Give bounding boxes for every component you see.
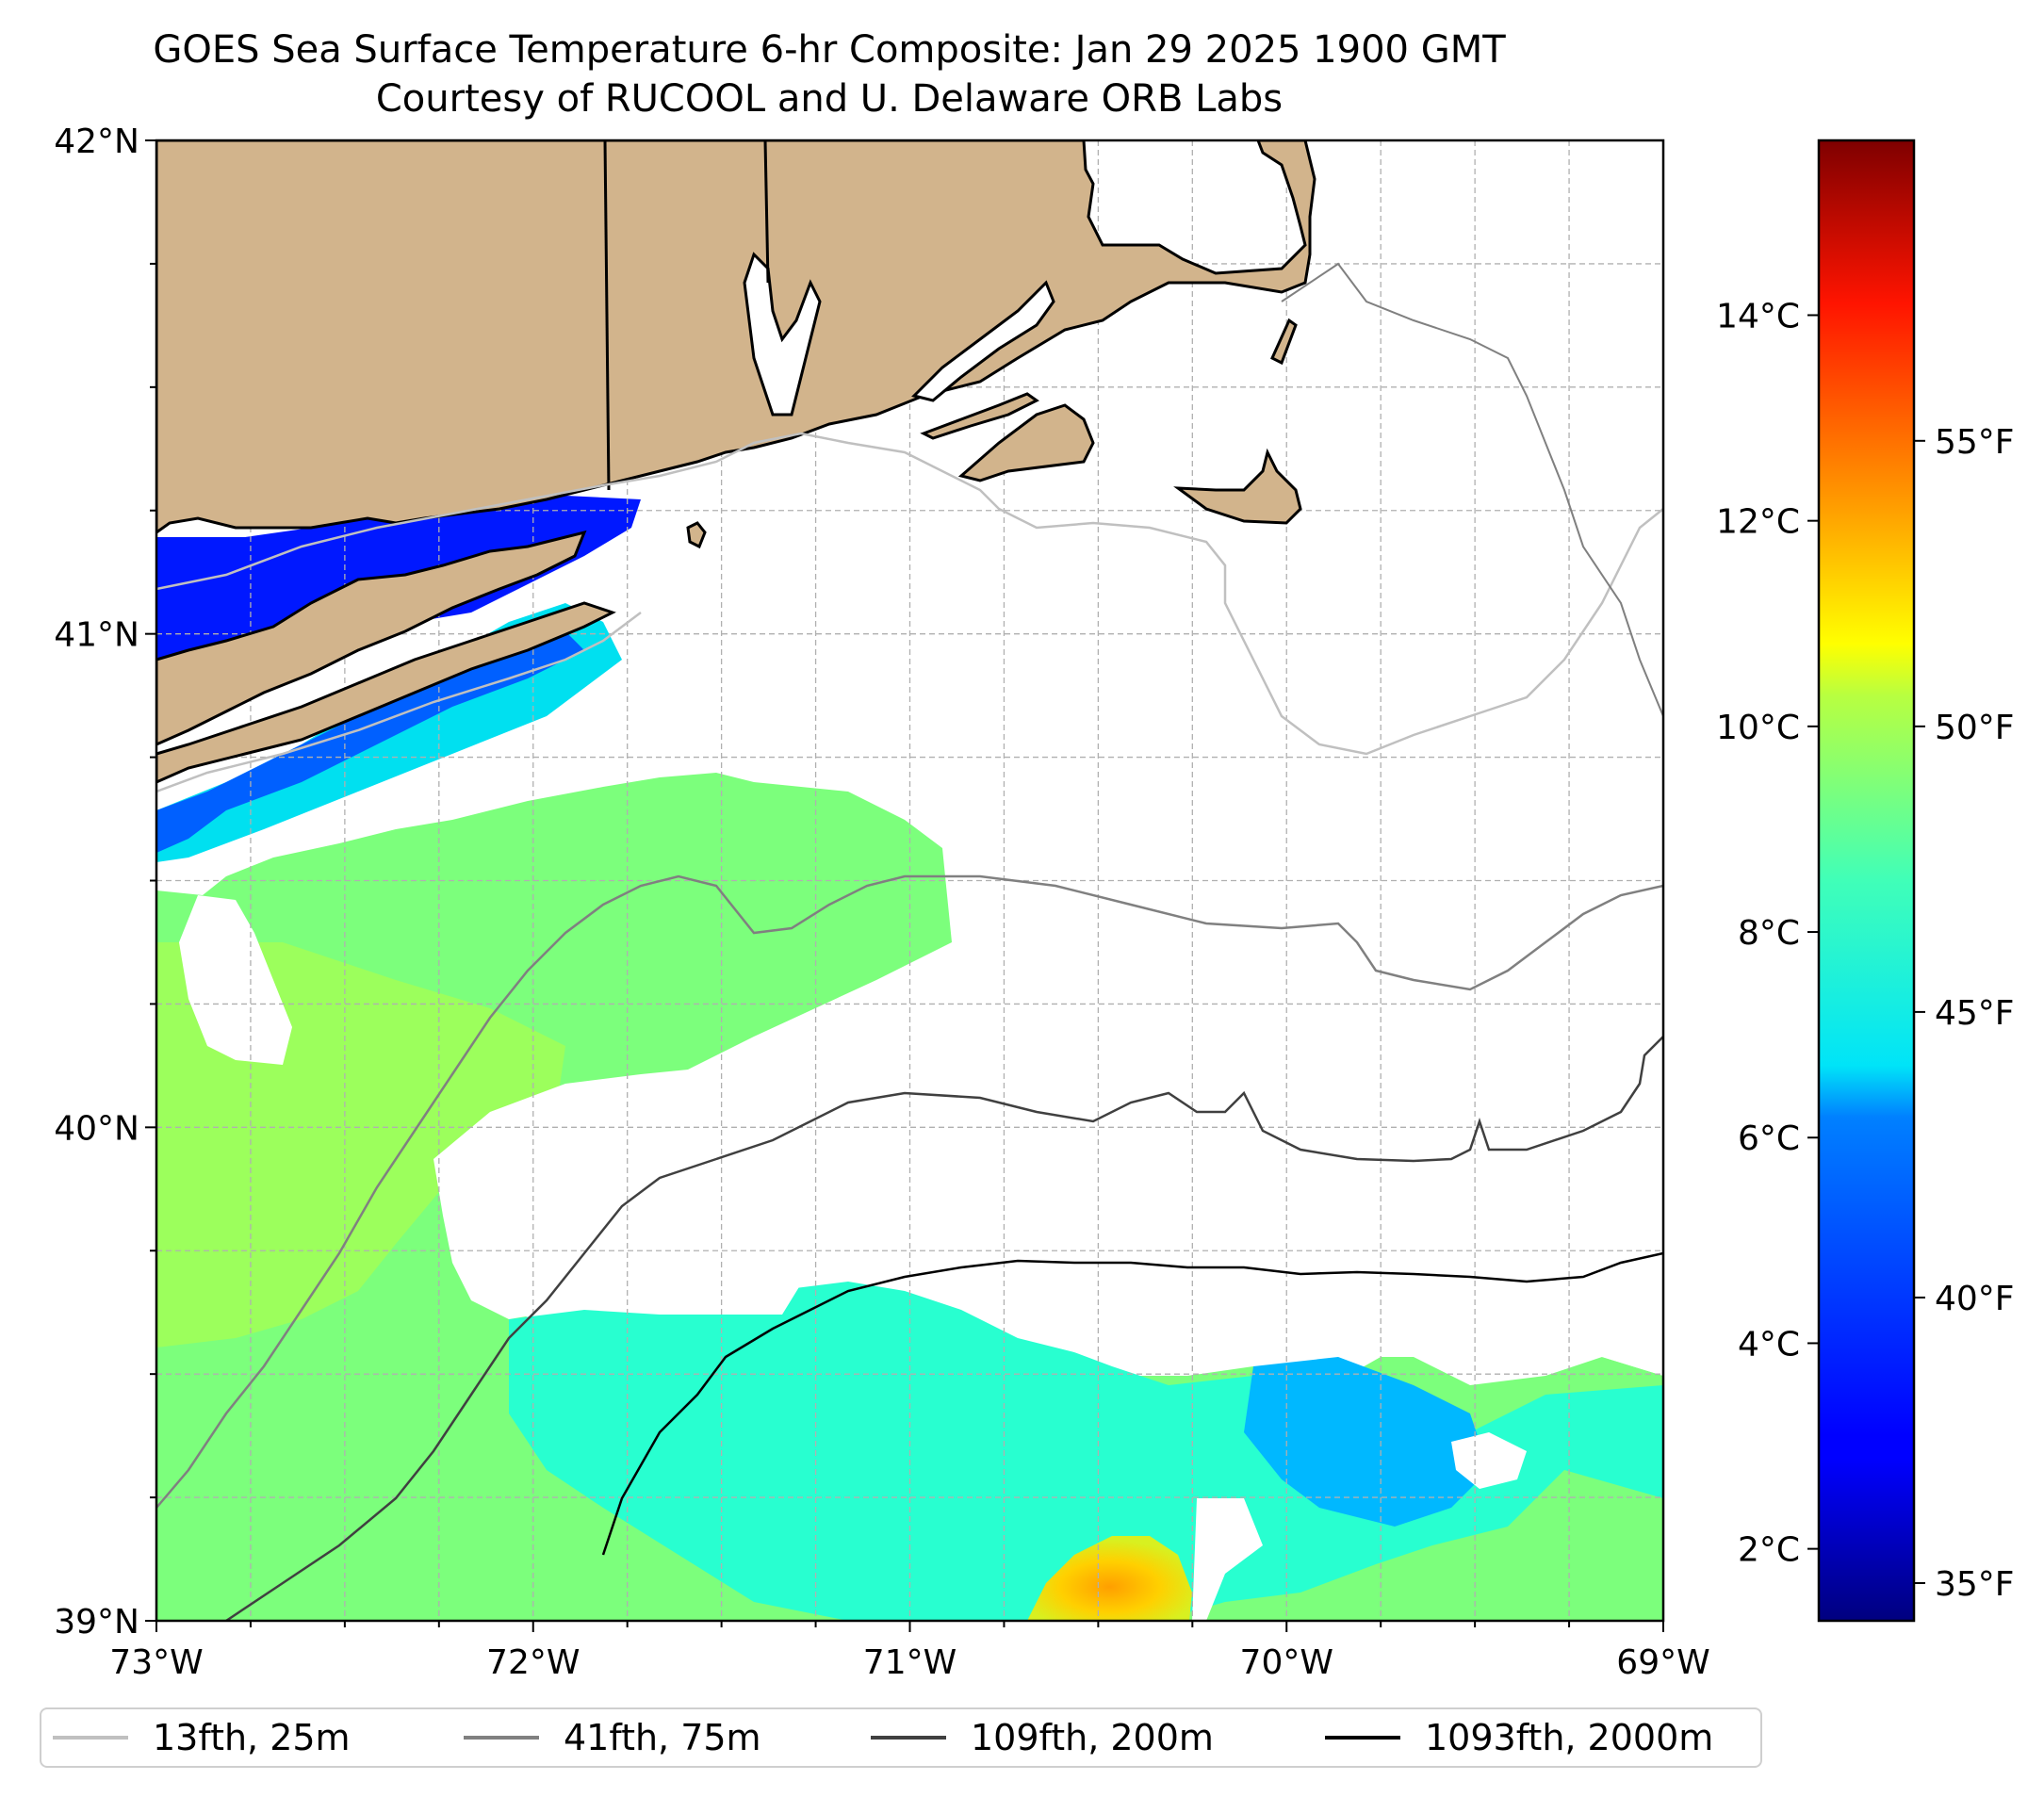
legend-item: 13fth, 25m (53, 1709, 351, 1766)
legend-item: 109fth, 200m (871, 1709, 1214, 1766)
state-border-ny-ct (603, 140, 611, 491)
legend-line-swatch (53, 1736, 128, 1740)
land-martha-vineyard (957, 403, 1095, 482)
land-block-island (686, 521, 707, 549)
legend-label: 109fth, 200m (971, 1717, 1214, 1758)
lon-tick-label: 71°W (863, 1643, 957, 1682)
celsius-tick-label: 2°C (1738, 1531, 1800, 1570)
land-new-england (156, 140, 1316, 534)
figure-title: GOES Sea Surface Temperature 6-hr Compos… (153, 28, 1506, 72)
land-long-island-south-fork (156, 601, 616, 784)
sst-region-cyan-band (509, 1244, 1663, 1621)
fahrenheit-tick-label: 40°F (1935, 1280, 2015, 1318)
contour-25m (156, 432, 1663, 756)
contour-75m (156, 874, 1663, 1509)
fahrenheit-tick-label: 50°F (1935, 709, 2015, 747)
nodata-patch-north-mid (679, 641, 810, 763)
celsius-tick-label: 12°C (1716, 503, 1800, 542)
legend-label: 41fth, 75m (564, 1717, 761, 1758)
buzzards-bay (911, 280, 1055, 402)
fahrenheit-tick-label: 45°F (1935, 994, 2015, 1033)
colorbar-gradient (1817, 139, 1916, 1623)
lat-tick-label: 39°N (54, 1603, 139, 1642)
contour-200m (225, 1036, 1663, 1621)
contour-2000m (601, 1251, 1663, 1556)
lon-tick-label: 72°W (486, 1643, 580, 1682)
contour-75m-upper (1281, 262, 1663, 717)
state-border-ct-ri (763, 140, 770, 284)
celsius-tick-label: 10°C (1716, 709, 1800, 747)
lat-tick-label: 42°N (54, 123, 139, 161)
sst-region-southeast-blue (1244, 1357, 1489, 1527)
nodata-patch-northeast (641, 471, 1663, 1225)
legend-line-swatch (464, 1736, 539, 1740)
legend-label: 13fth, 25m (153, 1717, 351, 1758)
nodata-patch-central-band (433, 1065, 1663, 1385)
sst-warm-eddy (1027, 1536, 1192, 1621)
colorbar-fahrenheit-axis: 35°F 40°F 45°F 50°F 55°F (1914, 423, 2015, 1604)
fahrenheit-tick-label: 55°F (1935, 423, 2015, 462)
lat-tick-label: 41°N (54, 616, 139, 655)
nodata-patch-west (179, 895, 292, 1065)
contour-25m-south (156, 612, 642, 793)
celsius-tick-label: 4°C (1738, 1325, 1800, 1364)
celsius-tick-label: 14°C (1716, 297, 1800, 335)
legend-line-swatch (1325, 1736, 1400, 1740)
land-long-island (156, 530, 587, 746)
colorbar-celsius-axis: 2°C 4°C 6°C 8°C 10°C 12°C 14°C (1716, 297, 1819, 1570)
bathymetry-contours (156, 262, 1663, 1621)
land-cape-cod-tip (1270, 318, 1298, 366)
lon-tick-label: 70°W (1240, 1643, 1333, 1682)
land-nantucket (1173, 448, 1302, 525)
legend-item: 41fth, 75m (464, 1709, 761, 1766)
colorbar: 2°C 4°C 6°C 8°C 10°C 12°C 14°C 35°F 40°F 45°F 50°… (1716, 139, 2015, 1623)
land-layer (156, 140, 1316, 784)
narragansett-bay (743, 252, 822, 417)
legend-line-swatch (871, 1736, 946, 1740)
figure-subtitle: Courtesy of RUCOOL and U. Delaware ORB L… (375, 77, 1284, 121)
celsius-tick-label: 8°C (1738, 914, 1800, 953)
land-elizabeth-islands (920, 392, 1039, 440)
fahrenheit-tick-label: 35°F (1935, 1565, 2015, 1604)
longitude-axis: 73°W 72°W 71°W 70°W 69°W (109, 1621, 1710, 1682)
legend-item: 1093fth, 2000m (1325, 1709, 1713, 1766)
celsius-tick-label: 6°C (1738, 1119, 1800, 1158)
lat-tick-label: 40°N (54, 1109, 139, 1148)
depth-legend: 13fth, 25m 41fth, 75m 109fth, 200m 1093fth,… (40, 1707, 1762, 1768)
legend-label: 1093fth, 2000m (1425, 1717, 1714, 1758)
nodata-patch-southeast-holes (1192, 1432, 1527, 1621)
map-area: 42°N 41°N 40°N 39°N 73°W 72°W 71°W 70°W 69°W (54, 123, 1709, 1682)
lon-tick-label: 73°W (109, 1643, 203, 1682)
lon-tick-label: 69°W (1616, 1643, 1709, 1682)
sst-region-coastal-blue (156, 631, 584, 853)
latitude-axis: 42°N 41°N 40°N 39°N (54, 123, 156, 1642)
